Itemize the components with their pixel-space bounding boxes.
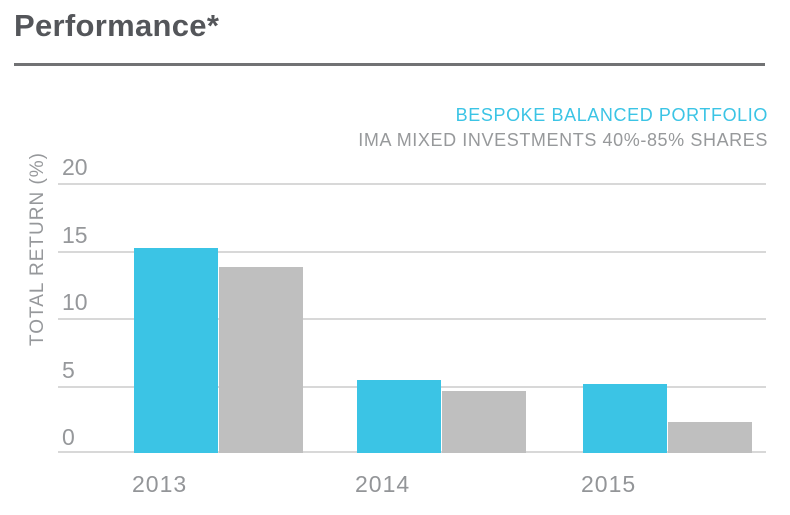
y-tick-label-5: 5 [62,356,75,383]
y-axis-title: TOTAL RETURN (%) [27,151,48,347]
gridline-10 [58,318,766,320]
title-divider [14,63,765,66]
bar-2015-series-2 [668,422,752,453]
plot-area: 0 5 10 15 20 [58,156,766,453]
y-tick-label-15: 15 [62,221,88,248]
x-axis-label-2013: 2013 [132,471,188,497]
chart-legend: BESPOKE BALANCED PORTFOLIO IMA MIXED INV… [358,103,768,153]
legend-item-bespoke: BESPOKE BALANCED PORTFOLIO [455,105,768,125]
y-tick-label-10: 10 [62,289,88,315]
x-axis-label-2014: 2014 [355,471,411,497]
bar-2014-series-1 [357,380,441,453]
bar-2015-series-1 [583,384,667,453]
page-title: Performance* [14,8,220,43]
bar-2014-series-2 [442,391,526,453]
y-tick-label-0: 0 [62,424,75,450]
x-axis-label-2015: 2015 [581,471,637,497]
legend-item-ima: IMA MIXED INVESTMENTS 40%-85% SHARES [358,130,768,150]
gridline-15 [58,250,766,253]
y-tick-label-20: 20 [62,154,88,180]
bar-2013-series-2 [219,267,303,453]
bar-2013-series-1 [134,248,218,453]
gridline-20 [58,183,766,185]
